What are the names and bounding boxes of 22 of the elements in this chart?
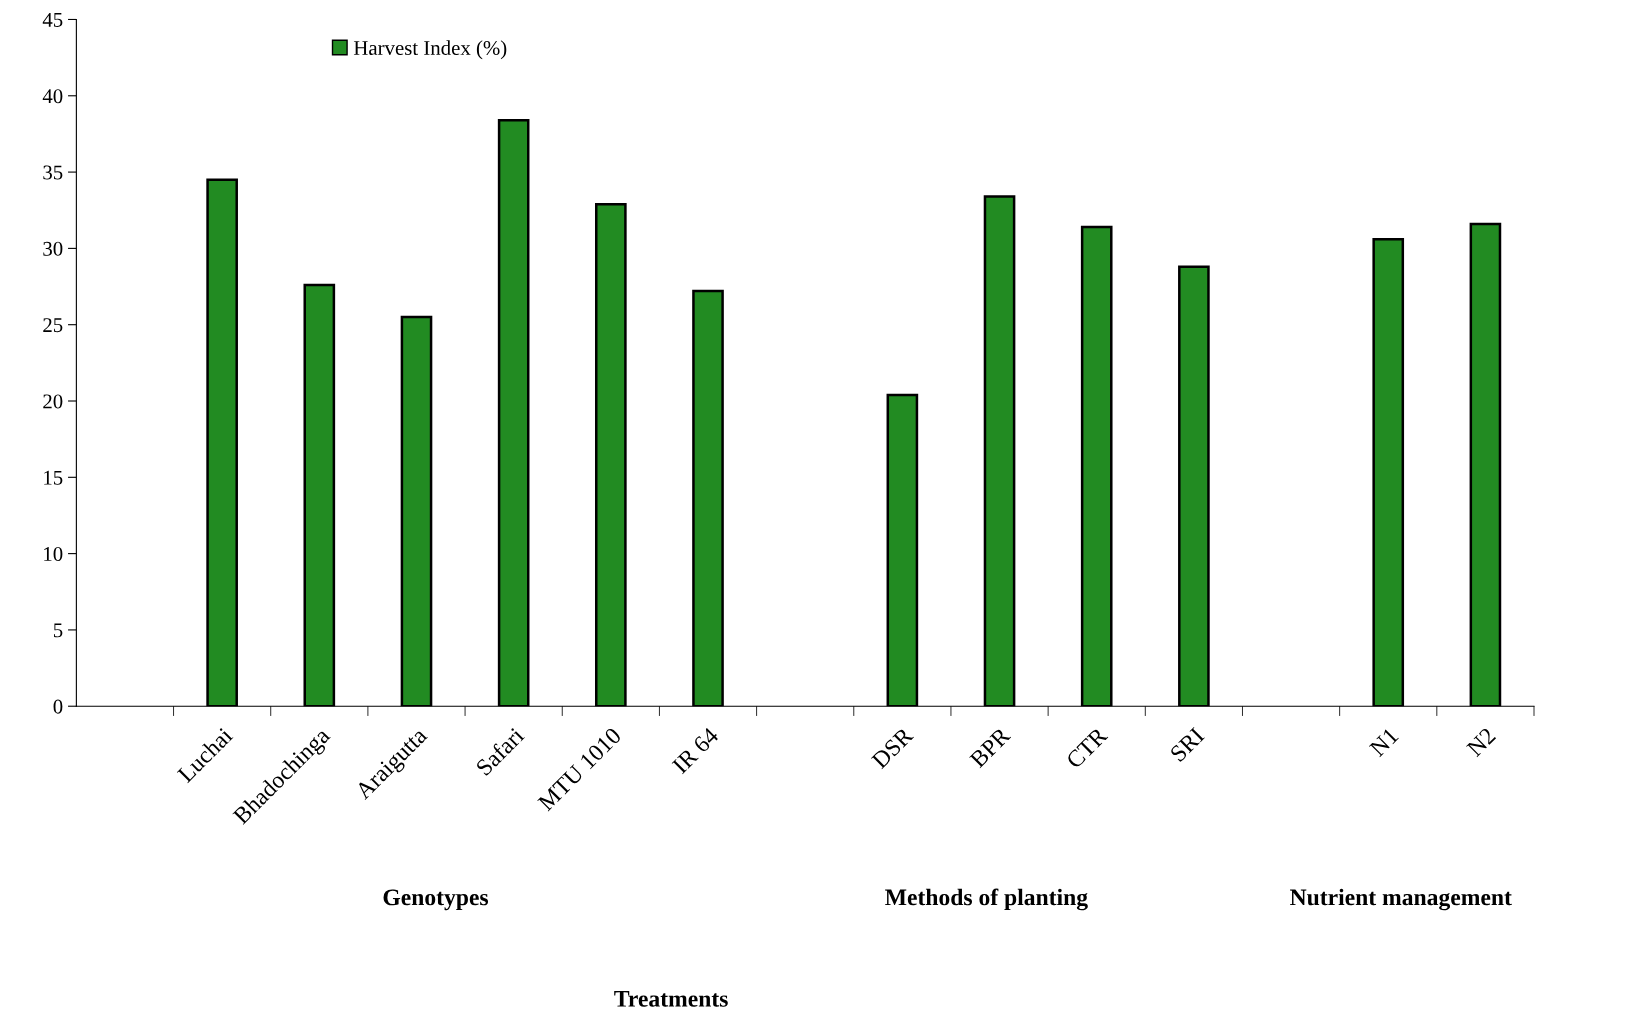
text: Genotypes [383,889,489,911]
y-tick-label: 25 [43,318,63,333]
y-tick-label: 10 [44,546,63,562]
x-tick-label: DSR [870,726,915,770]
text: Nutrient management [1290,888,1512,911]
x-tick-label: SRI [1169,726,1206,763]
x-tick-label: N2 [1466,727,1497,758]
x-tick-label: N1 [1368,727,1399,758]
text: Methods of planting [885,888,1088,911]
x-tick-label: CTR [1065,726,1109,770]
y-tick-label: 40 [42,89,63,104]
x-tick-label: IR 64 [671,726,720,775]
y-tick-label: 15 [44,470,63,485]
y-tick-label: 35 [43,165,63,180]
y-tick-label: 45 [42,12,63,27]
y-tick-label: 30 [43,241,63,256]
y-tick-label: 5 [53,623,63,638]
legend-label: Harvest Index (%) [353,40,507,60]
text: Treatments [614,991,728,1007]
x-tick-label: BPR [969,726,1012,769]
y-tick-label: 20 [43,394,63,409]
y-tick-label: 0 [53,699,63,714]
